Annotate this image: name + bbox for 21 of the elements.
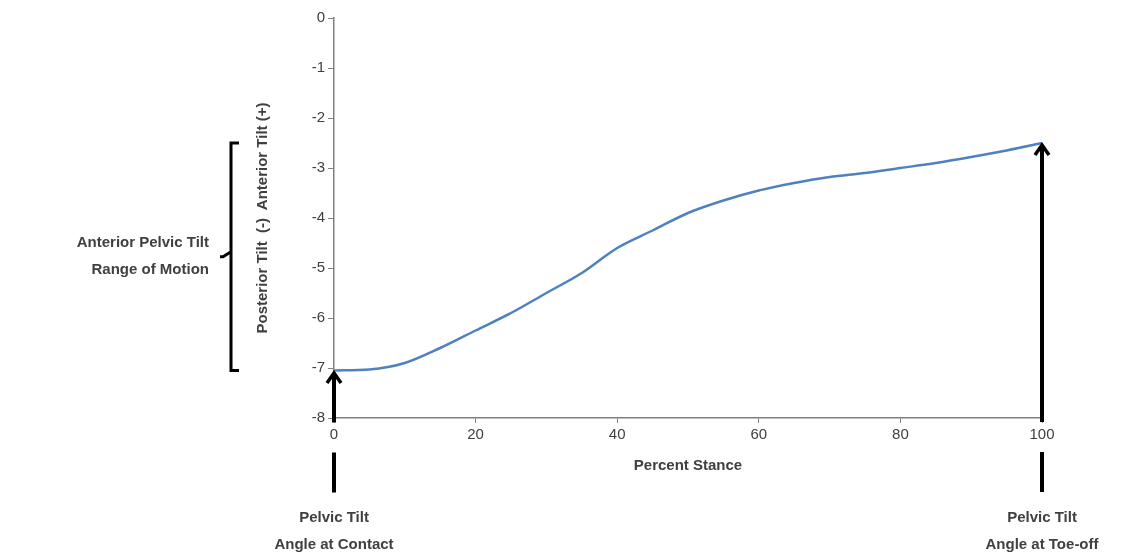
x-tick-label: 60: [750, 425, 768, 443]
x-tick-label: 0: [329, 425, 339, 443]
text: Pelvic Tilt Angle at Contact: [274, 508, 394, 553]
y-tick-label: -5: [311, 258, 325, 276]
y-axis-title: Posterior Tilt (-) Anterior Tilt (+): [253, 102, 271, 334]
y-tick-label: -1: [311, 58, 325, 76]
x-axis-title: Percent Stance: [633, 456, 743, 474]
x-tick-label: 20: [467, 425, 484, 443]
text: Anterior Pelvic Tilt Range of Motion: [76, 233, 209, 278]
y-tick-label: 0: [316, 8, 325, 26]
y-tick-label: -7: [311, 358, 325, 376]
x-tick-label: 40: [608, 425, 626, 443]
y-tick-label: -2: [311, 108, 325, 126]
y-tick-label: -4: [311, 208, 325, 226]
line-series: [334, 141, 1042, 372]
y-tick-label: -8: [311, 408, 325, 426]
y-tick-label: -3: [311, 158, 325, 176]
x-tick-label: 80: [892, 425, 909, 443]
x-tick-label: 100: [1029, 425, 1055, 443]
y-tick-label: -6: [311, 308, 325, 326]
text: Pelvic Tilt Angle at Toe-off: [985, 508, 1100, 553]
